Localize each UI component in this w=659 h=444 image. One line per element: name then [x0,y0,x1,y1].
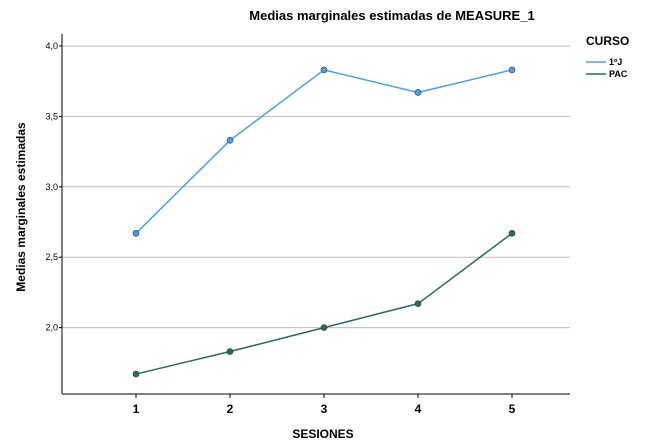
y-tick-label: 3,5 [45,111,58,121]
data-point [320,66,328,74]
data-point [320,324,328,331]
x-tick-labels: 1 2 3 4 5 [133,394,516,416]
y-tick-label: 2,0 [45,323,58,333]
chart-title: Medias marginales estimadas de MEASURE_1 [249,8,534,23]
data-point [226,348,234,355]
data-point [508,229,516,237]
x-tick-label: 4 [415,402,422,416]
data-point [132,229,140,237]
legend-title: CURSO [586,34,629,48]
gridlines [62,45,570,329]
data-point [414,300,422,307]
legend-label: PAC [609,69,628,79]
x-tick-label: 5 [509,402,516,416]
legend-label: 1ºJ [609,57,622,67]
data-point [414,89,422,96]
series-lines [132,66,516,378]
series-line-1 [135,232,513,375]
x-tick-label: 2 [227,402,234,416]
y-tick-label: 2,5 [45,252,58,262]
series-line-0 [135,69,513,234]
data-point [226,137,234,144]
x-axis-title: SESIONES [292,427,353,441]
y-tick-label: 3,0 [45,182,58,192]
x-tick-label: 3 [321,402,328,416]
x-tick-label: 1 [133,402,140,416]
data-point [132,370,140,378]
axes [61,34,570,395]
y-axis-title: Medias marginales estimadas [14,122,28,292]
y-tick-label: 4,0 [45,41,58,51]
data-point [508,66,516,74]
legend: CURSO 1ºJ PAC [586,34,629,79]
y-tick-labels: 2,0 2,5 3,0 3,5 4,0 [45,41,62,333]
